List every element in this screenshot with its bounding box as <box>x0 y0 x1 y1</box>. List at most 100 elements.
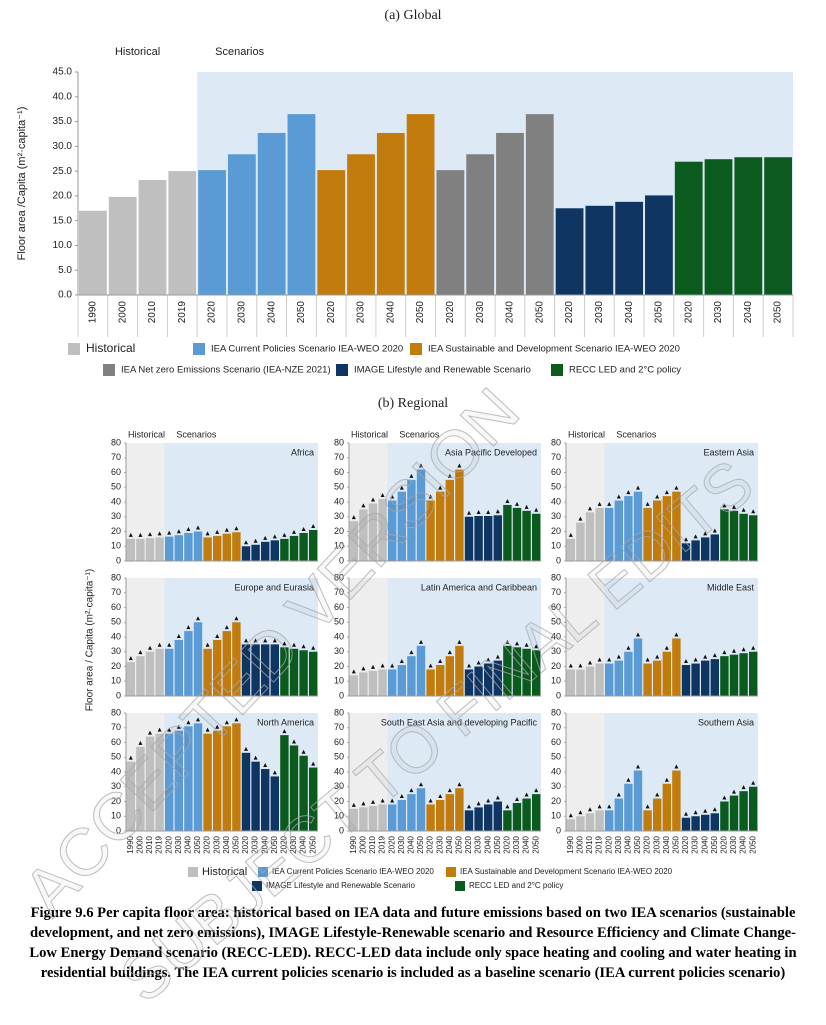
bar <box>203 537 212 561</box>
x-tick-label: 2020 <box>643 835 652 853</box>
bar-marker <box>263 535 268 540</box>
bar-marker <box>380 798 385 803</box>
y-tick-label: 10 <box>551 676 561 686</box>
bar <box>595 507 604 561</box>
bar <box>193 723 203 831</box>
bar-marker <box>390 798 395 803</box>
bar <box>633 770 643 831</box>
bar-marker <box>419 782 423 787</box>
bar-marker <box>234 526 239 531</box>
y-tick-label: 10 <box>334 811 344 821</box>
x-tick-label: 2050 <box>193 835 202 853</box>
bar <box>270 644 279 696</box>
bar-marker <box>703 654 708 659</box>
x-tick-label: 2019 <box>378 835 387 853</box>
bar <box>720 801 729 831</box>
x-tick-label: 2050 <box>773 301 784 324</box>
legend-swatch <box>410 343 422 355</box>
bar-marker <box>176 724 181 729</box>
legend-swatch <box>193 343 205 355</box>
bar-marker <box>684 537 688 542</box>
y-tick-label: 0 <box>339 690 344 700</box>
bar-marker <box>674 764 679 769</box>
x-tick-label: 2030 <box>289 835 298 853</box>
bar-marker <box>732 504 736 509</box>
bar-marker <box>684 659 688 664</box>
legend-swatch <box>336 364 348 376</box>
bar <box>614 660 623 696</box>
bar-marker <box>167 642 172 647</box>
bar <box>126 761 135 831</box>
bar-marker <box>486 798 491 803</box>
bar-marker <box>616 494 621 499</box>
bar <box>241 644 251 696</box>
bar <box>624 496 633 561</box>
bar <box>496 132 524 295</box>
bar <box>138 180 167 295</box>
bar <box>213 730 222 831</box>
y-tick-label: 60 <box>551 602 561 612</box>
bar <box>512 507 522 561</box>
bar <box>474 516 483 561</box>
bar <box>615 201 644 295</box>
bar-marker <box>167 530 172 535</box>
y-tick-label: 0.0 <box>58 290 72 301</box>
period-label: Scenarios <box>215 46 264 58</box>
x-tick-label: 2050 <box>534 301 545 324</box>
bar-marker <box>505 498 510 503</box>
bar-marker <box>196 616 200 621</box>
period-label: Historical <box>128 429 165 439</box>
bar <box>681 817 691 831</box>
bar-marker <box>253 538 258 543</box>
bar <box>710 659 719 696</box>
bar-marker <box>524 642 529 647</box>
bar-marker <box>409 788 414 793</box>
x-tick-label: 2040 <box>662 835 671 853</box>
y-tick-label: 20 <box>551 796 561 806</box>
bar <box>232 622 241 696</box>
bar <box>317 170 346 295</box>
y-tick-label: 0 <box>339 555 344 565</box>
bar <box>484 516 493 561</box>
bar <box>309 767 318 831</box>
y-tick-label: 70 <box>551 587 561 597</box>
y-tick-label: 30 <box>111 781 121 791</box>
bar <box>445 656 454 696</box>
bar-marker <box>244 638 248 643</box>
y-tick-label: 50 <box>111 617 121 627</box>
bar <box>436 800 445 831</box>
bar-marker <box>371 664 375 669</box>
bar <box>503 504 512 561</box>
bar-marker <box>655 792 660 797</box>
y-tick-label: 60 <box>111 602 121 612</box>
bar <box>662 496 671 561</box>
bar <box>653 660 662 696</box>
y-tick-label: 30 <box>111 511 121 521</box>
bar-marker <box>292 529 296 534</box>
bar-marker <box>244 746 248 751</box>
bar <box>359 509 368 561</box>
bar <box>576 669 585 696</box>
x-tick-label: 2040 <box>184 835 193 853</box>
bar <box>203 733 212 831</box>
bar-marker <box>588 506 592 511</box>
bar-marker <box>597 657 602 662</box>
x-tick-label: 2030 <box>691 835 700 853</box>
bar <box>720 509 729 561</box>
bar <box>407 794 416 831</box>
bar <box>299 532 308 561</box>
legend-label: IEA Current Policies Scenario IEA-WEO 20… <box>272 867 434 876</box>
bar-marker <box>597 501 602 506</box>
bar-marker <box>693 657 698 662</box>
y-tick-label: 40.0 <box>53 91 73 102</box>
x-tick-label: 2030 <box>397 835 406 853</box>
bar <box>532 513 541 561</box>
bar-marker <box>534 788 539 793</box>
bar <box>739 653 748 696</box>
y-tick-label: 80 <box>111 437 121 447</box>
y-tick-label: 0 <box>556 690 561 700</box>
bar-marker <box>712 653 717 658</box>
bar-marker <box>741 507 746 512</box>
bar-marker <box>607 804 612 809</box>
bar-marker <box>371 799 375 804</box>
